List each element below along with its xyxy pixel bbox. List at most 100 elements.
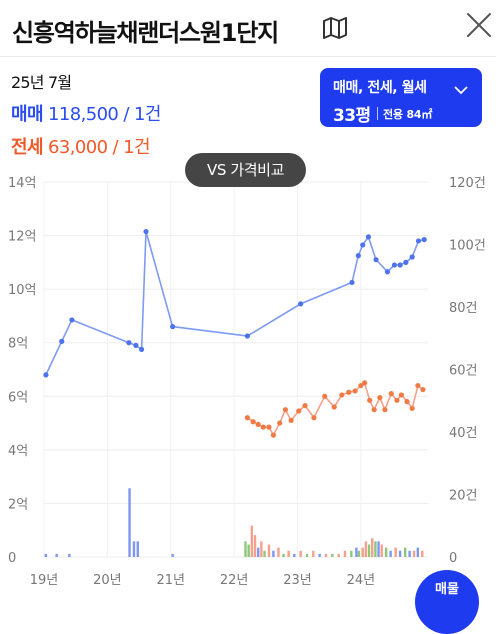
price-chart: 0 2억 4억 6억 8억 10억 12억 14억 0 20건 40건 60건 80건 100건 120건 1… — [8, 176, 486, 588]
sale-price-point — [355, 253, 361, 259]
jeonse-price-point — [371, 407, 377, 413]
jeonse-price-value: 63,000 / 1건 — [48, 137, 151, 158]
volume-bar — [331, 553, 334, 557]
jeonse-price-point — [388, 391, 394, 397]
volume-bar — [374, 541, 377, 557]
price-compare-button[interactable]: VS 가격비교 — [185, 153, 306, 187]
volume-bar — [267, 544, 271, 557]
right-axis-tick-label: 80건 — [449, 301, 478, 316]
jeonse-price-point — [277, 420, 283, 426]
volume-bar — [318, 553, 321, 557]
jeonse-price-point — [409, 405, 415, 411]
x-axis-tick-label: 22년 — [220, 573, 249, 588]
volume-bar — [282, 553, 285, 557]
left-axis-tick-label: 2억 — [8, 497, 28, 512]
jeonse-price-point — [362, 380, 368, 386]
volume-bar — [136, 541, 139, 557]
jeonse-price-point — [270, 432, 276, 438]
volume-bar — [416, 547, 420, 557]
volume-bar — [371, 538, 374, 557]
jeonse-price-point — [260, 424, 266, 430]
listings-fab-button[interactable]: 매물 — [415, 570, 479, 634]
volume-bar — [355, 547, 358, 557]
volume-bar — [260, 541, 263, 557]
volume-bar — [324, 553, 328, 557]
volume-bar — [263, 550, 266, 557]
jeonse-price-point — [420, 386, 426, 393]
deal-types-label: 매매, 전세, 월세 — [333, 80, 427, 96]
volume-bar — [253, 535, 257, 557]
left-axis-tick-label: 4억 — [8, 444, 28, 459]
sale-price-point — [170, 324, 176, 330]
jeonse-price-point — [377, 395, 383, 401]
sale-price-point — [143, 228, 149, 235]
x-axis-tick-label: 21년 — [156, 573, 185, 588]
volume-bar — [361, 547, 364, 557]
sale-price-point — [384, 269, 391, 275]
volume-bar — [389, 550, 392, 557]
volume-bar — [256, 547, 260, 557]
volume-bar — [44, 553, 48, 557]
volume-bar — [305, 553, 309, 557]
sale-price-point — [43, 372, 49, 378]
volume-bar — [293, 553, 296, 557]
right-axis-tick-label: 120건 — [449, 176, 486, 191]
left-axis-tick-label: 6억 — [8, 390, 28, 405]
volume-bar — [250, 525, 254, 557]
jeonse-price-point — [296, 408, 302, 414]
jeonse-price-point — [255, 421, 261, 428]
jeonse-price-point — [282, 407, 289, 413]
volume-bar — [403, 547, 407, 557]
sale-price-point — [365, 234, 372, 240]
right-axis-tick-label: 40건 — [449, 426, 478, 441]
left-axis-tick-label: 14억 — [8, 176, 37, 191]
jeonse-price-point — [331, 404, 337, 410]
volume-bar — [377, 541, 380, 557]
sale-price-point — [69, 317, 75, 323]
jeonse-price-point — [322, 393, 328, 399]
jeonse-price-point — [398, 392, 404, 398]
volume-bar — [299, 550, 302, 557]
volume-bar — [287, 550, 290, 557]
volume-bar — [272, 550, 275, 557]
left-axis-tick-label: 10억 — [8, 283, 37, 298]
sale-price-line — [45, 231, 425, 376]
jeonse-price-point — [415, 382, 421, 389]
x-axis-tick-label: 20년 — [93, 573, 122, 588]
volume-bar — [394, 547, 397, 557]
sale-price-point — [373, 257, 379, 263]
volume-bar — [337, 553, 340, 557]
volume-bar — [244, 541, 247, 557]
sale-price-point — [126, 340, 132, 346]
header: 신흥역하늘채랜더스원1단지 — [0, 0, 496, 57]
jeonse-price-point — [288, 417, 294, 423]
close-icon[interactable] — [466, 12, 492, 42]
volume-bar — [350, 550, 353, 557]
sale-price-point — [133, 342, 139, 348]
volume-bar — [171, 553, 174, 557]
volume-bar — [55, 553, 58, 557]
deal-filter-button[interactable]: 매매, 전세, 월세 33평 전용 84㎡ — [320, 68, 482, 127]
jeonse-price-point — [394, 397, 400, 403]
sale-price-point — [360, 242, 366, 248]
sale-price-point — [138, 346, 145, 353]
map-icon[interactable] — [322, 17, 348, 43]
volume-bar — [367, 544, 371, 557]
left-axis-tick-label: 8억 — [8, 337, 28, 352]
right-axis-tick-label: 100건 — [449, 239, 486, 254]
sale-price-point — [391, 262, 398, 268]
jeonse-price-point — [346, 389, 352, 395]
jeonse-price-point — [250, 419, 256, 425]
divider — [377, 107, 378, 120]
x-axis-tick-label: 19년 — [30, 573, 59, 588]
volume-bar — [412, 550, 416, 557]
sale-price-point — [421, 236, 427, 243]
sale-price-point — [403, 259, 409, 265]
volume-bar — [132, 541, 136, 557]
right-axis-tick-label: 0 — [449, 551, 457, 566]
jeonse-price-point — [266, 424, 272, 430]
jeonse-price-point — [404, 399, 410, 405]
volume-bar — [364, 541, 368, 557]
left-axis-tick-label: 12억 — [8, 230, 37, 245]
sale-price-summary: 매매 118,500 / 1건 — [11, 100, 161, 126]
